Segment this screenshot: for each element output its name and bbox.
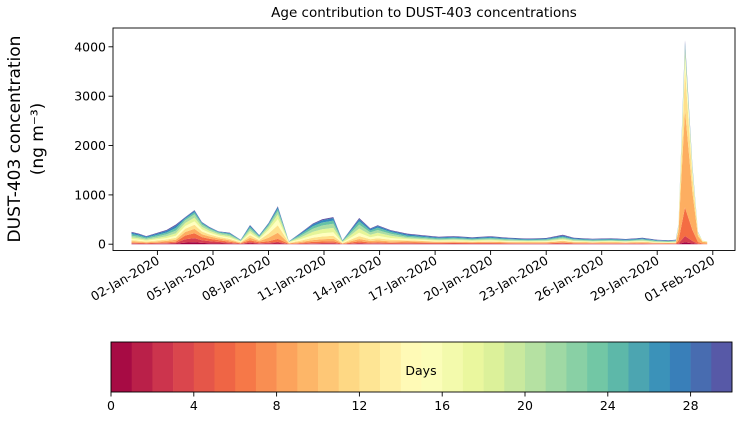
colorbar-segment	[235, 342, 257, 392]
age-band-area-6-9-days	[131, 109, 708, 244]
colorbar-segment	[462, 342, 484, 392]
colorbar-segment	[152, 342, 174, 392]
age-band-area-12-15-days	[131, 56, 708, 244]
colorbar-tick-label: 12	[351, 398, 367, 413]
colorbar-segment	[111, 342, 132, 392]
plot-frame	[112, 27, 736, 251]
colorbar-tick-label: 4	[190, 398, 198, 413]
colorbar-segment	[131, 342, 153, 392]
axes-ticks: 0100020003000400002-Jan-202005-Jan-20200…	[74, 39, 717, 305]
colorbar-segment	[338, 342, 360, 392]
colorbar-segment	[214, 342, 236, 392]
colorbar-segment	[711, 342, 733, 392]
colorbar-segment	[566, 342, 588, 392]
colorbar-segment	[628, 342, 650, 392]
colorbar-segment	[690, 342, 712, 392]
colorbar-segment	[587, 342, 609, 392]
age-band-area-15-18-days	[131, 50, 708, 243]
colorbar-segment	[359, 342, 381, 392]
colorbar-frame	[110, 341, 733, 393]
age-band-area-21-24-days	[131, 44, 708, 242]
y-tick-label: 3000	[74, 89, 106, 104]
y-tick-label: 2000	[74, 138, 106, 153]
colorbar-segment	[421, 342, 443, 392]
age-band-area-9-12-days	[131, 68, 708, 244]
colorbar-label: Days	[405, 363, 436, 378]
colorbar-segment	[255, 342, 277, 392]
colorbar-segment	[442, 342, 464, 392]
colorbar-segment	[607, 342, 629, 392]
colorbar-tick-label: 0	[107, 398, 115, 413]
chart-title: Age contribution to DUST-403 concentrati…	[271, 5, 577, 21]
colorbar-tick-label: 16	[434, 398, 450, 413]
colorbar-segment	[297, 342, 319, 392]
colorbar-segment	[649, 342, 671, 392]
colorbar-segment	[193, 342, 215, 392]
stacked-area-layers	[131, 40, 708, 245]
colorbar-tick-label: 20	[517, 398, 533, 413]
colorbar-tick-label: 28	[683, 398, 699, 413]
colorbar-tick-label: 24	[600, 398, 616, 413]
colorbar-segment	[380, 342, 402, 392]
colorbar-segment	[669, 342, 691, 392]
age-band-area-0-1-days	[131, 242, 708, 245]
age-band-area-24-27-days	[131, 42, 708, 242]
colorbar-segment	[545, 342, 567, 392]
y-axis-label-line1: DUST-403 concentration	[5, 36, 25, 243]
colorbar: 0 4 8 12 16 20 24 28	[107, 341, 733, 413]
colorbar-segment	[504, 342, 526, 392]
colorbar-segment	[276, 342, 298, 392]
colorbar-segment	[173, 342, 195, 392]
y-axis-label-line2: (ng m⁻³)	[28, 103, 48, 176]
y-tick-label: 0	[98, 237, 106, 252]
age-band-area-27-30-days	[131, 40, 708, 242]
colorbar-segment	[483, 342, 505, 392]
colorbar-tick-label: 8	[273, 398, 281, 413]
colorbar-segment	[525, 342, 546, 392]
y-tick-label: 4000	[74, 39, 106, 54]
y-tick-label: 1000	[74, 187, 106, 202]
colorbar-segment	[318, 342, 339, 392]
colorbar-segment	[400, 342, 422, 392]
age-band-area-18-21-days	[131, 46, 708, 242]
